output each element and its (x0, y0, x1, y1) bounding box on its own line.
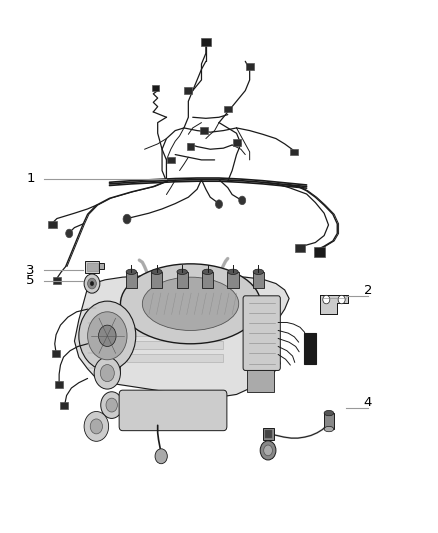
Bar (246, 63, 254, 70)
Bar (263, 428, 274, 440)
Text: 3: 3 (26, 264, 35, 277)
Circle shape (84, 411, 109, 441)
Bar (247, 370, 274, 392)
Bar (177, 272, 188, 288)
Bar (53, 277, 61, 284)
Ellipse shape (228, 269, 238, 274)
Text: 5: 5 (26, 274, 35, 287)
Bar (127, 327, 223, 336)
Bar (253, 272, 264, 288)
Bar (167, 157, 175, 163)
Text: 2: 2 (364, 284, 372, 297)
Circle shape (88, 278, 96, 289)
Circle shape (99, 325, 116, 346)
Bar (127, 314, 223, 322)
Text: 4: 4 (364, 396, 372, 409)
Polygon shape (320, 295, 348, 314)
Bar (200, 127, 208, 134)
Bar (87, 263, 98, 271)
Bar (60, 402, 68, 408)
Bar (224, 106, 232, 112)
Ellipse shape (126, 269, 137, 274)
Bar (48, 221, 57, 228)
Circle shape (264, 445, 272, 456)
Text: 1: 1 (26, 172, 35, 185)
Circle shape (338, 295, 345, 304)
Ellipse shape (202, 269, 213, 274)
Ellipse shape (152, 269, 162, 274)
Bar (52, 351, 60, 357)
Circle shape (215, 200, 223, 208)
Bar (99, 263, 104, 269)
Circle shape (323, 295, 330, 304)
Bar (127, 341, 223, 349)
Circle shape (90, 419, 102, 434)
Bar (324, 413, 334, 429)
Bar (314, 247, 325, 257)
Bar (126, 272, 137, 288)
Bar (304, 333, 316, 364)
Bar (152, 85, 159, 91)
Bar (127, 354, 223, 362)
Bar (184, 87, 192, 94)
Bar (151, 272, 162, 288)
Bar (55, 382, 63, 388)
Ellipse shape (253, 269, 264, 274)
Circle shape (101, 392, 123, 418)
Circle shape (66, 229, 73, 238)
Circle shape (84, 274, 100, 293)
FancyBboxPatch shape (119, 390, 227, 431)
Ellipse shape (120, 264, 261, 344)
Ellipse shape (324, 410, 334, 416)
Circle shape (106, 398, 117, 412)
Bar (85, 261, 99, 273)
Ellipse shape (142, 277, 239, 330)
Bar (187, 143, 194, 150)
Circle shape (100, 365, 114, 382)
Circle shape (239, 196, 246, 205)
Bar (227, 272, 239, 288)
Circle shape (90, 281, 94, 286)
Polygon shape (74, 276, 289, 397)
Circle shape (155, 449, 167, 464)
Bar (202, 272, 213, 288)
Circle shape (88, 312, 127, 360)
Circle shape (260, 441, 276, 460)
Bar (233, 139, 241, 146)
Ellipse shape (324, 426, 334, 432)
FancyBboxPatch shape (243, 296, 280, 370)
Circle shape (94, 357, 120, 389)
Bar (295, 244, 305, 252)
Bar (265, 430, 272, 438)
Circle shape (79, 301, 136, 370)
Bar (290, 149, 298, 155)
Bar (127, 301, 223, 309)
Bar (201, 37, 211, 45)
Circle shape (123, 214, 131, 224)
Ellipse shape (177, 269, 187, 274)
